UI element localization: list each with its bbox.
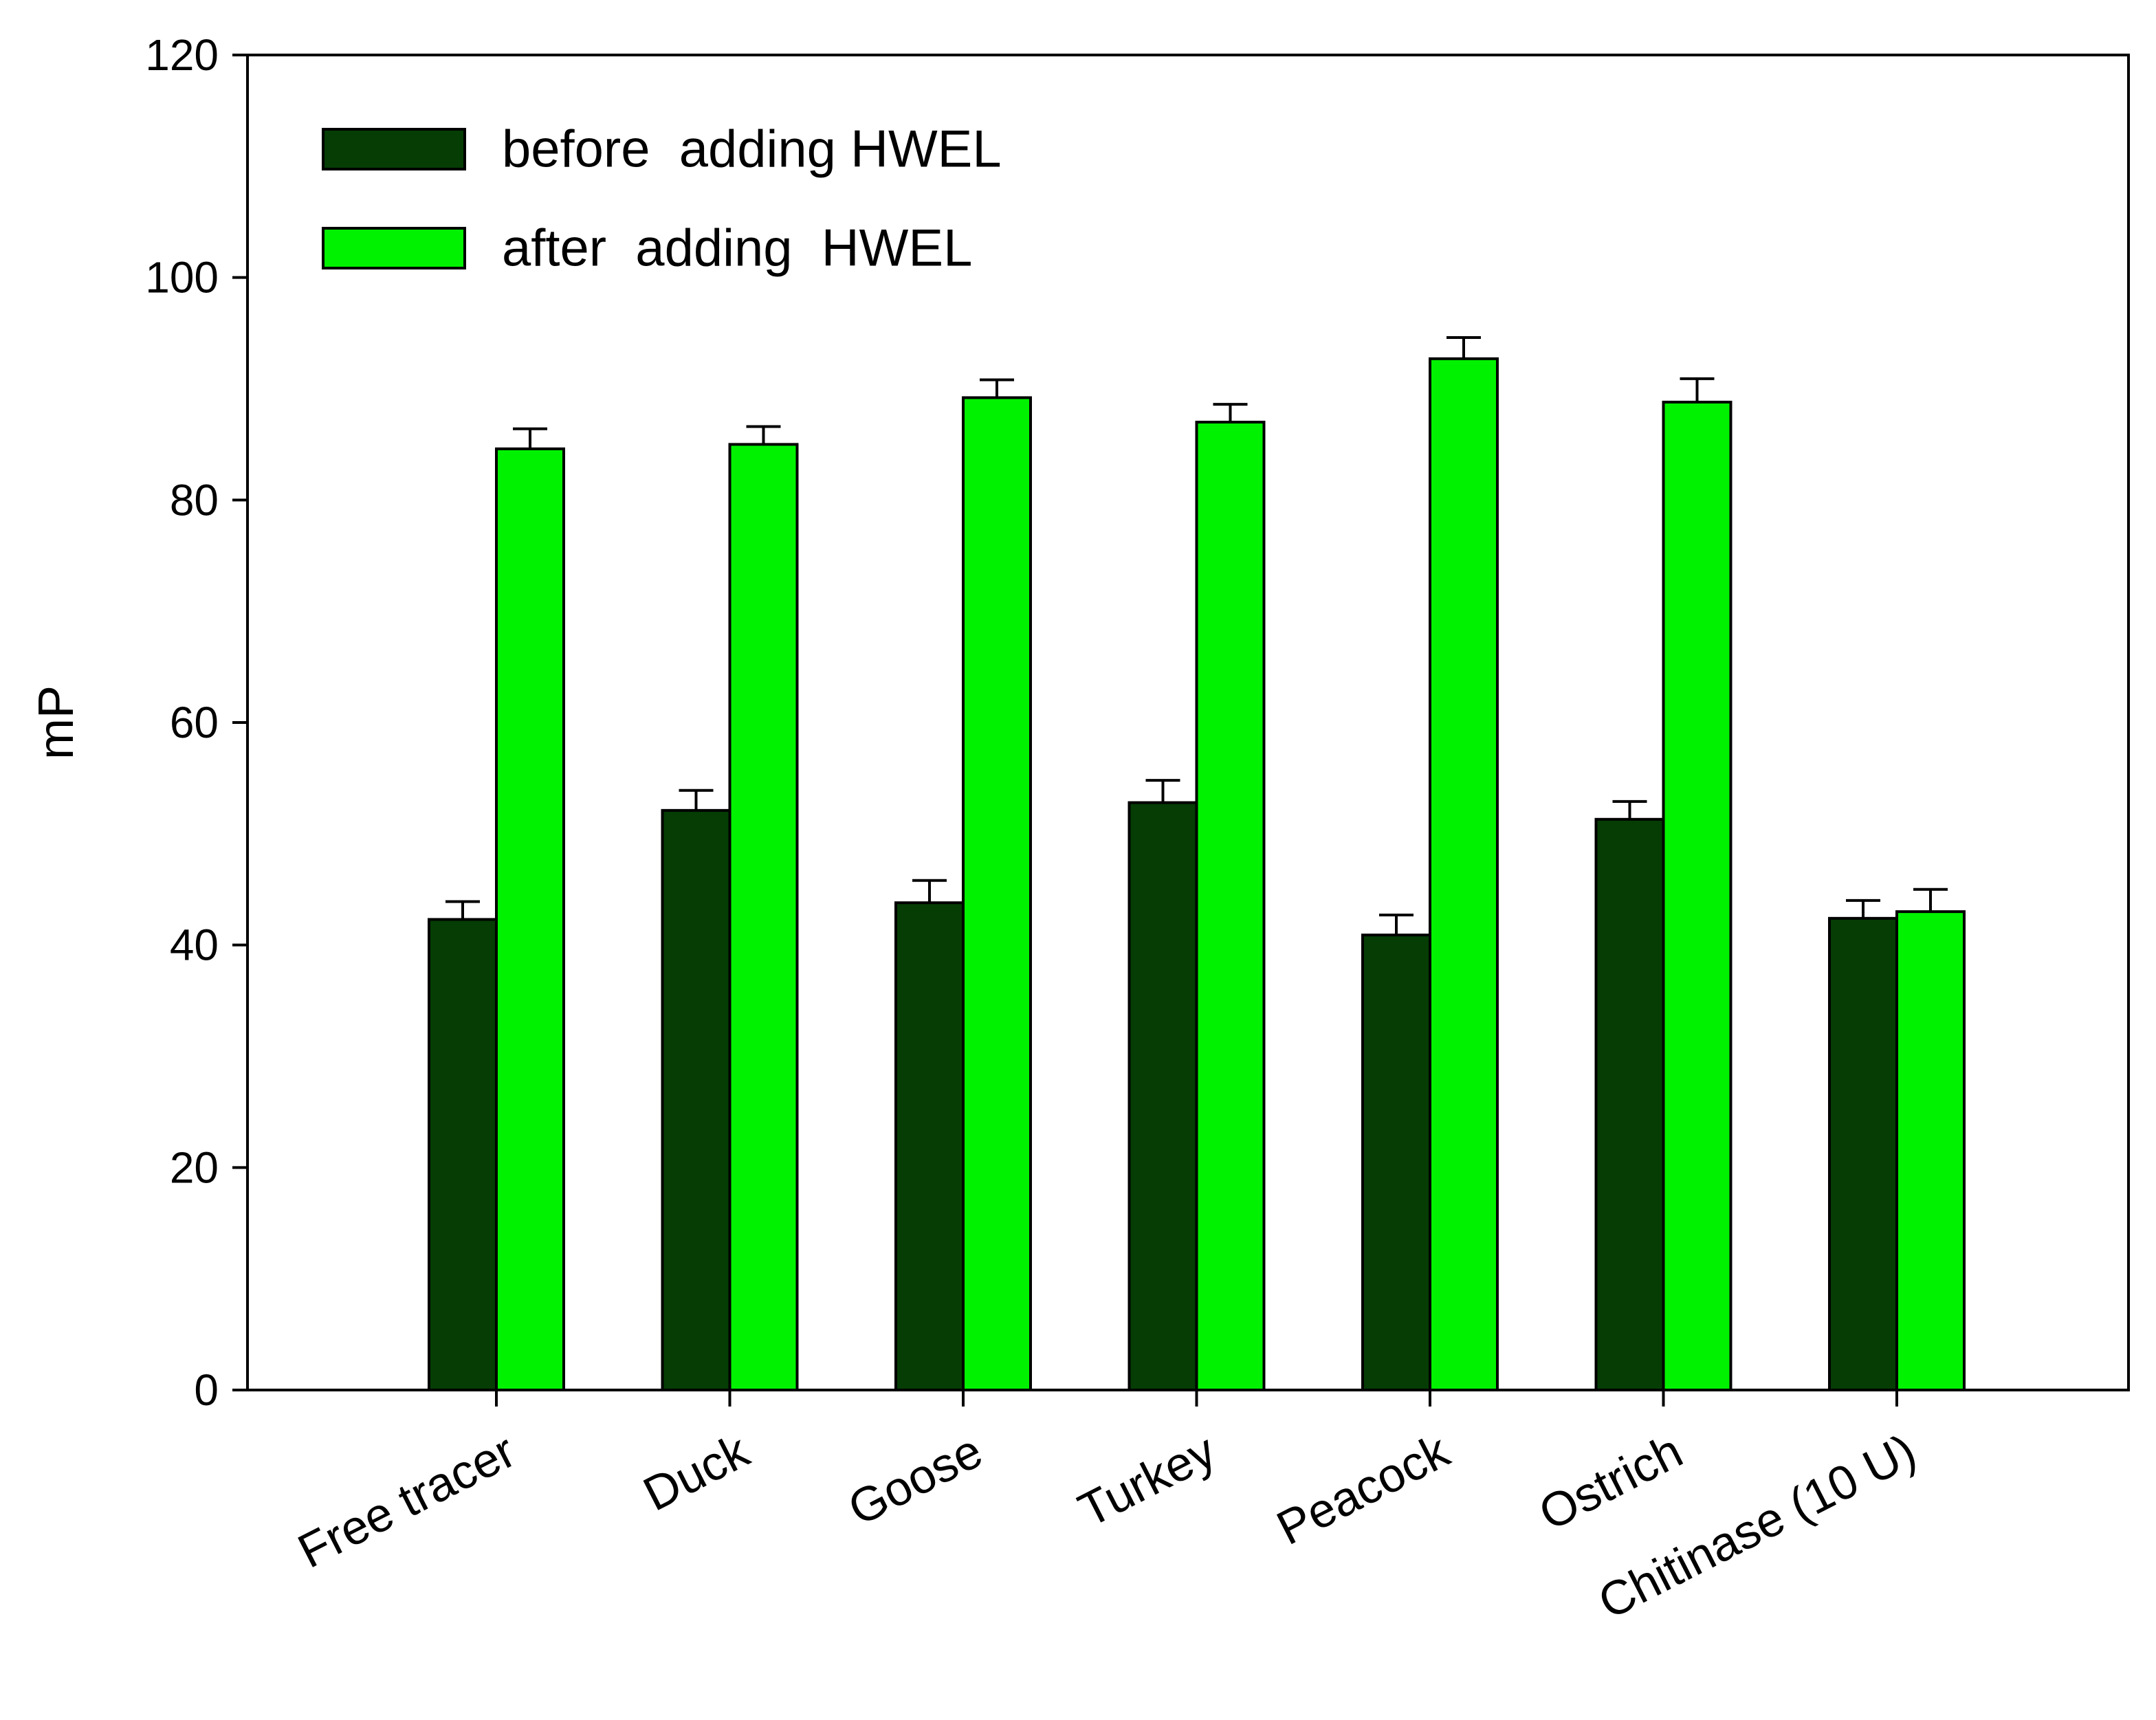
bar-after bbox=[1895, 910, 1966, 1392]
bar-before bbox=[1828, 916, 1898, 1391]
legend-swatch-after bbox=[322, 227, 466, 269]
y-tick-label: 20 bbox=[170, 1143, 219, 1192]
y-tick-label: 60 bbox=[170, 698, 219, 747]
bar-after bbox=[962, 396, 1032, 1391]
y-tick-label: 100 bbox=[145, 253, 219, 302]
bar-after bbox=[1195, 421, 1266, 1391]
bars-layer bbox=[428, 357, 1966, 1392]
x-category-label: Turkey bbox=[1070, 1424, 1224, 1537]
bar-before bbox=[428, 918, 498, 1391]
y-tick-label: 120 bbox=[145, 30, 219, 80]
legend-label-before: before adding HWEL bbox=[502, 120, 1002, 179]
error-bars-layer bbox=[446, 336, 1948, 936]
y-axis-title: mP bbox=[29, 685, 84, 760]
x-category-label: Free tracer bbox=[289, 1424, 523, 1578]
bar-before bbox=[1361, 934, 1431, 1391]
bar-before bbox=[661, 808, 732, 1392]
x-axis: Free tracer Duck Goose Turkey Peacock Ostrich… bbox=[289, 1390, 1924, 1629]
y-tick-label: 40 bbox=[170, 920, 219, 970]
x-category-label: Ostrich bbox=[1530, 1424, 1691, 1541]
x-category-label: Peacock bbox=[1268, 1423, 1458, 1555]
bar-before bbox=[894, 901, 965, 1392]
y-axis: 0 20 40 60 80 100 120 bbox=[145, 30, 248, 1415]
bar-before bbox=[1128, 801, 1198, 1391]
legend: before adding HWEL after adding HWEL bbox=[322, 120, 1002, 278]
bar-after bbox=[1662, 400, 1732, 1391]
legend-label-after: after adding HWEL bbox=[502, 219, 972, 278]
y-tick-label: 0 bbox=[194, 1365, 219, 1415]
x-category-label: Duck bbox=[635, 1423, 758, 1521]
bar-after bbox=[495, 447, 565, 1391]
y-tick-label: 80 bbox=[170, 475, 219, 525]
legend-swatch-before bbox=[322, 128, 466, 170]
bar-after bbox=[728, 443, 799, 1392]
x-category-label: Goose bbox=[840, 1424, 991, 1536]
bar-after bbox=[1429, 357, 1499, 1391]
bar-before bbox=[1594, 817, 1665, 1392]
